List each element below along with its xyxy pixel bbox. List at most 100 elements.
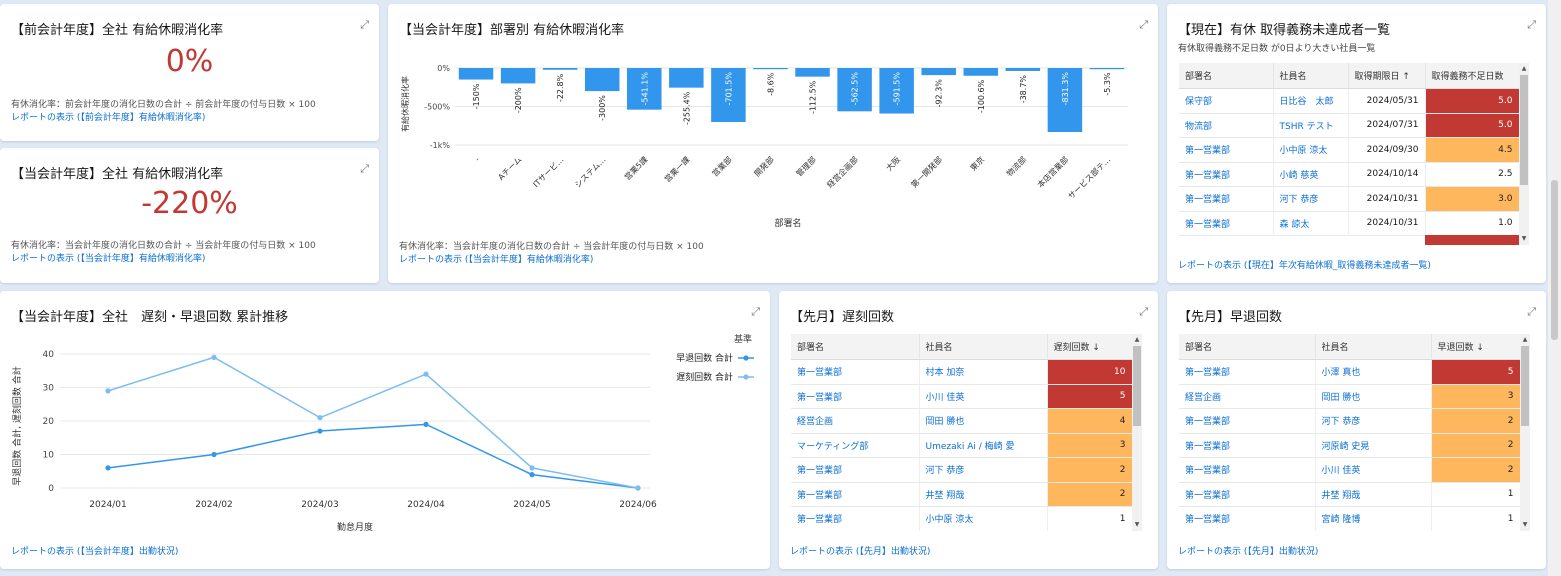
report-link[interactable]: レポートの表示 (【当会計年度】有給休暇消化率) (11, 254, 206, 264)
data-point[interactable] (529, 472, 535, 478)
cell-employee-link[interactable]: 日比谷 太郎 (1273, 88, 1349, 114)
cell-dept-link[interactable]: 第一営業部 (791, 457, 920, 483)
report-link[interactable]: レポートの表示 (【現在】年次有給休暇_取得義務未達成者一覧) (1178, 261, 1431, 271)
table-row[interactable]: 第一営業部 河下 恭彦 2 (1179, 408, 1520, 434)
table-row[interactable]: 第一営業部 宮崎 隆博 1 (1179, 506, 1520, 531)
cell-employee-link[interactable]: 村本 加奈 (919, 359, 1048, 385)
cell-employee-link[interactable]: 井埜 翔哉 (1315, 482, 1432, 507)
table-row[interactable]: 経営企画 岡田 勝也 4 (791, 408, 1132, 434)
cell-dept-link[interactable]: マーケティング部 (791, 433, 920, 458)
page-scroll-thumb[interactable] (1551, 180, 1558, 340)
cell-dept-link[interactable]: 第一営業部 (1179, 162, 1274, 187)
table-row[interactable]: 第一営業部 村本 加奈 10 (791, 359, 1132, 385)
cell-dept-link[interactable]: 経営企画 (1179, 384, 1316, 409)
data-point[interactable] (317, 428, 323, 434)
data-point[interactable] (423, 421, 429, 427)
data-point[interactable] (211, 354, 217, 360)
table-row[interactable]: 第一営業部 井埜 翔哉 2 (791, 482, 1132, 507)
cell-dept-link[interactable]: 第一営業部 (791, 359, 920, 385)
bar[interactable] (879, 68, 914, 114)
cell-dept-link[interactable]: 第一営業部 (1179, 211, 1274, 236)
expand-icon[interactable]: ⤢ (1139, 305, 1148, 318)
report-link[interactable]: レポートの表示 (【先月】出勤状況) (790, 547, 931, 557)
cell-dept-link[interactable]: 保守部 (1179, 88, 1274, 114)
cell-dept-link[interactable]: 第一営業部 (1179, 457, 1316, 483)
col-header-count[interactable]: 早退回数 ↓ (1431, 334, 1520, 360)
cell-employee-link[interactable]: 宮崎 隆博 (1315, 506, 1432, 531)
scroll-thumb[interactable] (1133, 346, 1141, 426)
col-header-dept[interactable]: 部署名 (791, 334, 920, 360)
data-point[interactable] (317, 415, 323, 421)
cell-employee-link[interactable]: 小中原 涼太 (1273, 137, 1349, 163)
bar[interactable] (837, 68, 872, 112)
cell-dept-link[interactable]: 第一営業部 (791, 506, 920, 531)
report-link[interactable]: レポートの表示 (【当会計年度】有給休暇消化率) (399, 255, 594, 265)
cell-dept-link[interactable]: 第一営業部 (1179, 482, 1316, 507)
page-scrollbar[interactable] (1548, 0, 1561, 576)
col-header-emp[interactable]: 社員名 (1315, 334, 1432, 360)
cell-employee-link[interactable]: 小川 佳英 (919, 384, 1048, 409)
bar[interactable] (795, 68, 830, 77)
bar[interactable] (458, 68, 494, 80)
table-scrollbar[interactable]: ▲ ▼ (1519, 63, 1529, 245)
report-link[interactable]: レポートの表示 (【先月】出勤状況) (1178, 547, 1319, 557)
table-row[interactable]: 第一営業部 河原崎 史晃 2 (1179, 433, 1520, 458)
bar[interactable] (542, 68, 578, 70)
cell-dept-link[interactable]: 第一営業部 (1179, 408, 1316, 434)
report-link[interactable]: レポートの表示 (【当会計年度】出勤状況) (11, 547, 179, 557)
bar[interactable] (711, 68, 746, 123)
cell-dept-link[interactable]: 物流部 (1179, 113, 1274, 138)
bar[interactable] (963, 68, 999, 76)
scroll-thumb[interactable] (1521, 346, 1529, 426)
scroll-down-arrow[interactable]: ▼ (1521, 235, 1527, 242)
table-row[interactable]: 第一営業部 井埜 翔哉 1 (1179, 482, 1520, 507)
col-header-emp[interactable]: 社員名 (919, 334, 1048, 360)
col-header-shortfall[interactable]: 取得義務不足日数 (1425, 63, 1519, 89)
table-row[interactable]: 第一営業部 小崎 慈英 2024/10/14 2.5 (1179, 162, 1519, 187)
bar[interactable] (1089, 68, 1125, 70)
cell-dept-link[interactable]: 第一営業部 (791, 384, 920, 409)
data-point[interactable] (105, 388, 111, 394)
cell-employee-link[interactable]: 河下 恭彦 (919, 457, 1048, 483)
bar[interactable] (1047, 68, 1083, 133)
col-header-count[interactable]: 遅刻回数 ↓ (1047, 334, 1132, 360)
col-header-dept[interactable]: 部署名 (1179, 63, 1274, 89)
expand-icon[interactable]: ⤢ (1527, 305, 1536, 318)
cell-dept-link[interactable]: 第一営業部 (1179, 359, 1316, 385)
cell-employee-link[interactable]: Umezaki Ai / 梅崎 愛 (919, 433, 1048, 458)
bar[interactable] (921, 68, 956, 76)
data-point[interactable] (105, 465, 111, 471)
table-row[interactable]: 保守部 日比谷 太郎 2024/05/31 5.0 (1179, 88, 1519, 114)
table-row[interactable]: 経営企画 岡田 勝也 3 (1179, 384, 1520, 409)
cell-employee-link[interactable]: 小川 佳英 (1315, 457, 1432, 483)
cell-dept-link[interactable]: 第一営業部 (1179, 137, 1274, 163)
cell-dept-link[interactable]: 第一営業部 (1179, 506, 1316, 531)
bar[interactable] (500, 68, 536, 84)
cell-employee-link[interactable]: 河下 恭彦 (1315, 408, 1432, 434)
data-point[interactable] (423, 371, 429, 377)
cell-employee-link[interactable]: 森 諒太 (1273, 211, 1349, 236)
expand-icon[interactable]: ⤢ (1527, 18, 1536, 31)
scroll-up-arrow[interactable]: ▲ (1522, 336, 1528, 343)
bar[interactable] (753, 68, 788, 70)
data-point[interactable] (635, 485, 641, 491)
expand-icon[interactable]: ⤢ (360, 18, 369, 31)
table-row[interactable]: 第一営業部 河下 恭彦 2024/10/31 3.0 (1179, 186, 1519, 212)
cell-dept-link[interactable]: 第一営業部 (791, 482, 920, 507)
table-row[interactable]: 第一営業部 小澤 真也 5 (1179, 359, 1520, 385)
cell-employee-link[interactable]: 河原崎 史晃 (1315, 433, 1432, 458)
col-header-emp[interactable]: 社員名 (1273, 63, 1349, 89)
table-scrollbar[interactable]: ▲ ▼ (1132, 334, 1142, 531)
table-row[interactable]: 第一営業部森 諒太 2024/10/31 1.0 (1179, 211, 1519, 236)
cell-employee-link[interactable]: 小中原 涼太 (919, 506, 1048, 531)
cell-employee-link[interactable]: 井埜 翔哉 (919, 482, 1048, 507)
col-header-deadline[interactable]: 取得期限日 ↑ (1348, 63, 1426, 89)
cell-dept-link[interactable]: 経営企画 (791, 408, 920, 434)
table-row[interactable]: 第一営業部 小川 佳英 2 (1179, 457, 1520, 483)
expand-icon[interactable]: ⤢ (1139, 18, 1148, 31)
table-row[interactable]: 第一営業部 河下 恭彦 2 (791, 457, 1132, 483)
report-link[interactable]: レポートの表示 (【前会計年度】有給休暇消化率) (11, 113, 206, 123)
table-row[interactable]: 第一営業部 小川 佳英 5 (791, 384, 1132, 409)
table-row[interactable]: 物流部 TSHR テスト 2024/07/31 5.0 (1179, 113, 1519, 138)
data-point[interactable] (529, 465, 535, 471)
